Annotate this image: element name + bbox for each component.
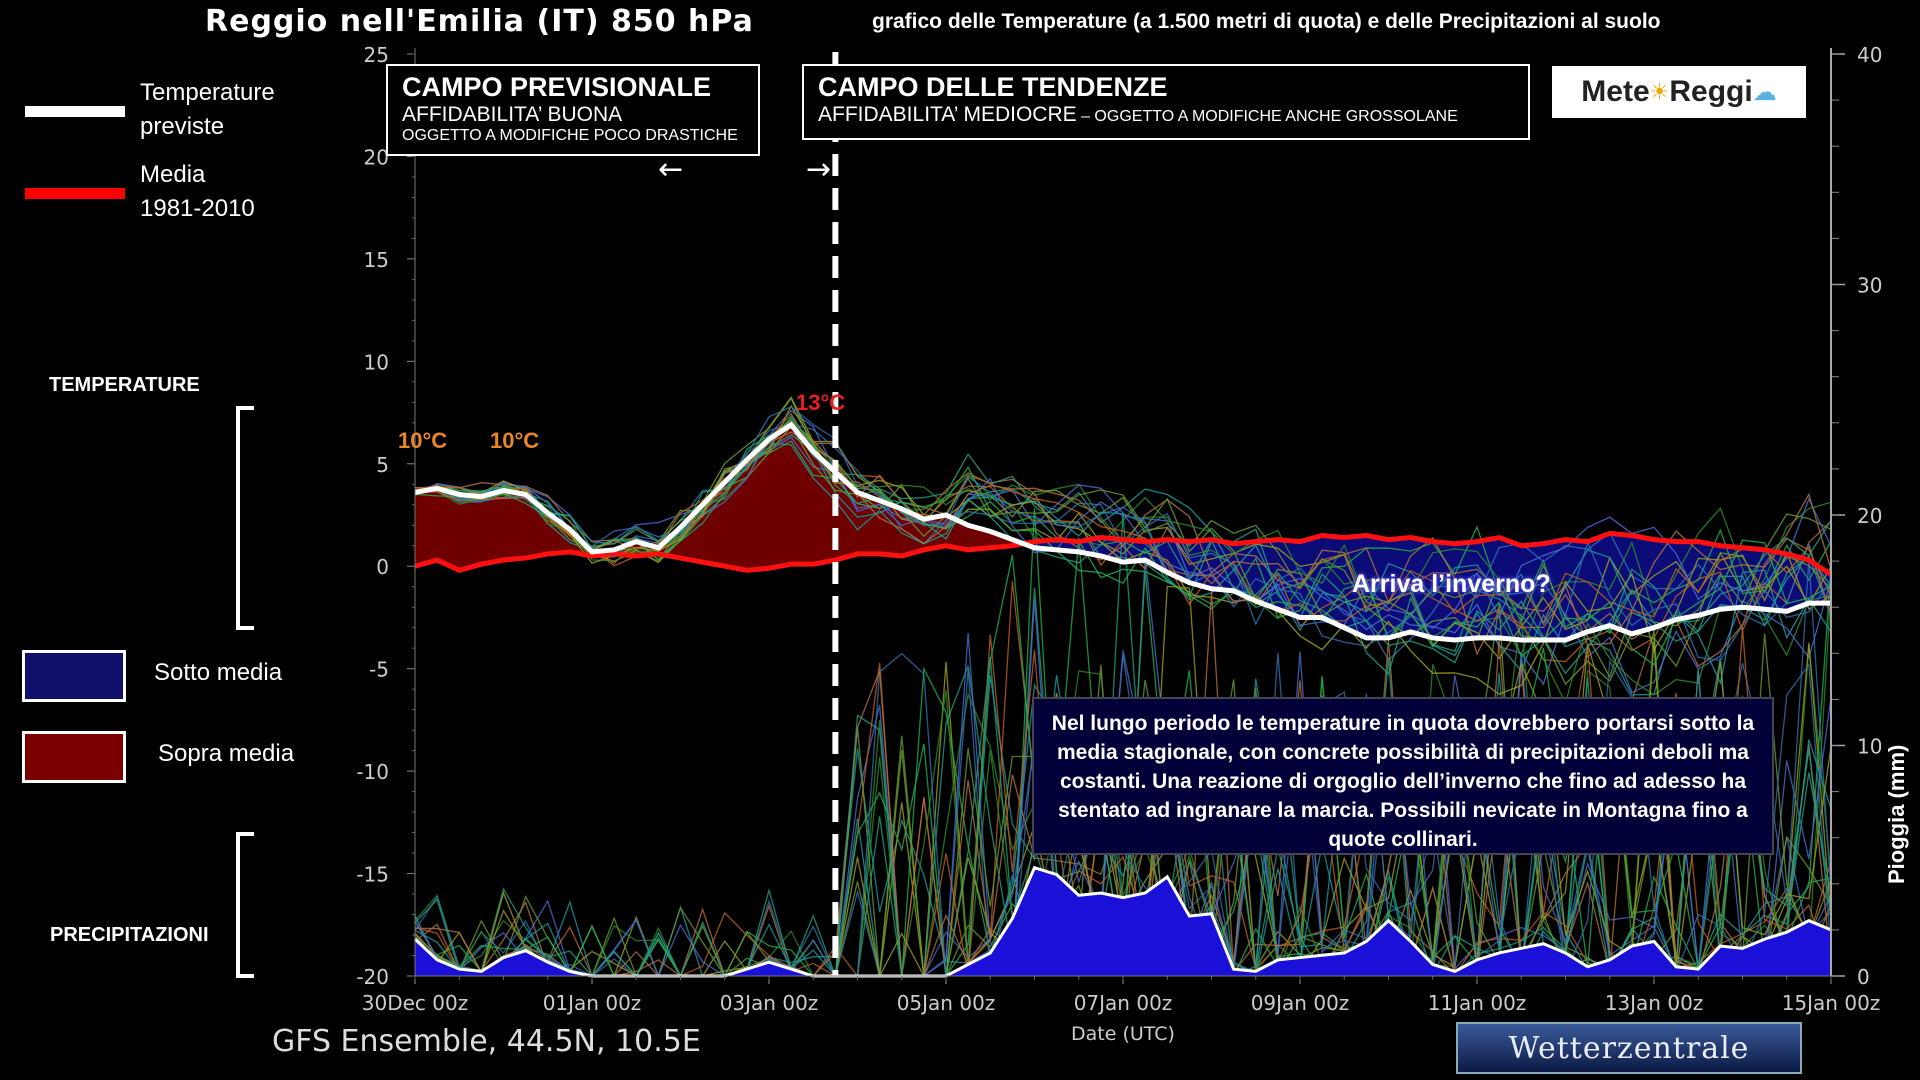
mean-1981-2010-line — [414, 530, 1833, 577]
x-tick-label: 05Jan 00z — [897, 991, 996, 1015]
precipitation-section-label: PRECIPITAZIONI — [50, 924, 209, 946]
ensemble-precipitation-line — [414, 613, 1832, 977]
forecast-temperature-line — [414, 421, 1831, 643]
anomaly-segment — [1653, 539, 1677, 629]
x-axis-label: Date (UTC) — [1071, 1023, 1175, 1045]
y-tick-label-left: 15 — [364, 248, 389, 272]
label-13c: 13°C — [796, 390, 846, 415]
precipitation-bracket — [236, 832, 254, 978]
forecast-field-note: OGGETTO A MODIFICHE POCO DRASTICHE — [402, 127, 738, 144]
y-tick-label-left: -5 — [369, 658, 389, 682]
y-tick-label-right: 10 — [1857, 735, 1882, 759]
right-axis-label: Pioggia (mm) — [1884, 744, 1909, 884]
y-tick-label-left: 25 — [364, 43, 389, 67]
forecast-commentary: Nel lungo periodo le temperature in quot… — [1032, 697, 1774, 855]
ensemble-temperature-line — [414, 412, 1832, 625]
legend-swatch-forecast — [25, 106, 125, 117]
y-tick-label-right: 30 — [1857, 274, 1882, 298]
y-tick-label-right: 20 — [1857, 504, 1882, 528]
legend-swatch-above — [22, 731, 126, 783]
ensemble-temperature-line — [414, 396, 1832, 660]
chart-subtitle: grafico delle Temperature (a 1.500 metri… — [872, 10, 1661, 33]
meteo-reggio-logo: Mete ☀ Reggi ☁ — [1552, 66, 1806, 118]
forecast-arrow-left: ← — [658, 152, 684, 187]
ensemble-temperature-line — [414, 406, 1832, 662]
x-tick-label: 07Jan 00z — [1074, 991, 1173, 1015]
ensemble-temperature-line — [414, 425, 1832, 679]
label-10c-second: 10°C — [490, 428, 540, 453]
x-tick-label: 09Jan 00z — [1251, 991, 1350, 1015]
wetterzentrale-logo: Wetterzentrale — [1456, 1022, 1802, 1074]
temperature-section-label: TEMPERATURE — [49, 374, 200, 396]
y-tick-label-left: -10 — [356, 760, 389, 784]
legend-label-above: Sopra media — [158, 740, 295, 767]
y-tick-label-left: 20 — [364, 145, 389, 169]
chart-title: Reggio nell'Emilia (IT) 850 hPa — [205, 4, 754, 39]
legend-label-below: Sotto media — [154, 659, 283, 686]
main-lines — [414, 52, 1833, 976]
x-tick-label: 15Jan 00z — [1782, 991, 1881, 1015]
trend-field-box: CAMPO DELLE TENDENZE AFFIDABILITA’ MEDIO… — [802, 64, 1530, 140]
legend-swatch-below — [22, 650, 126, 702]
anomaly-segment — [459, 494, 482, 571]
x-tick-label: 13Jan 00z — [1605, 991, 1704, 1015]
y-tick-label-left: 0 — [376, 555, 389, 579]
x-tick-label: 01Jan 00z — [543, 991, 642, 1015]
legend-label-mean: Media 1981-2010 — [140, 161, 255, 222]
sun-icon: ☀ — [1649, 79, 1670, 104]
legend-swatch-mean — [25, 188, 125, 199]
winter-question: Arriva l’inverno? — [1352, 570, 1551, 598]
forecast-field-title: CAMPO PREVISIONALE — [402, 72, 712, 102]
ensemble-lines — [414, 396, 1832, 978]
y-tick-label-left: -15 — [356, 863, 389, 887]
model-source-label: GFS Ensemble, 44.5N, 10.5E — [272, 1024, 701, 1059]
ensemble-temperature-line — [414, 418, 1832, 705]
x-tick-label: 11Jan 00z — [1428, 991, 1527, 1015]
y-tick-label-left: -20 — [356, 965, 389, 989]
temperature-bracket — [236, 406, 254, 630]
forecast-field-box: CAMPO PREVISIONALE AFFIDABILITA’ BUONA O… — [386, 64, 760, 156]
chart-axes: 25 20 15 10 5 0 -5 -10 -15 -20 40 30 20 10 0 30Dec 00z 0… — [356, 43, 1882, 1045]
y-tick-label-right: 0 — [1857, 965, 1870, 989]
precipitation-mean-area — [415, 867, 1831, 976]
label-10c-first: 10°C — [398, 428, 448, 453]
cloud-sun-icon: ☁ — [1752, 78, 1777, 106]
trend-field-title: CAMPO DELLE TENDENZE — [818, 72, 1168, 102]
x-tick-label: 03Jan 00z — [720, 991, 819, 1015]
ensemble-temperature-line — [414, 423, 1832, 662]
anomaly-segment — [503, 490, 526, 561]
y-tick-label-right: 40 — [1857, 43, 1882, 67]
y-tick-label-left: 5 — [376, 453, 389, 477]
x-tick-label: 30Dec 00z — [362, 991, 468, 1015]
forecast-field-reliability: AFFIDABILITA’ BUONA — [402, 103, 623, 126]
legend-label-forecast: Temperature previste — [140, 79, 275, 140]
trend-field-reliability: AFFIDABILITA’ MEDIOCRE – OGGETTO A MODIF… — [818, 103, 1458, 126]
y-tick-label-left: 10 — [364, 350, 389, 374]
trend-arrow-right: → — [806, 152, 832, 187]
ensemble-temperature-line — [414, 409, 1832, 629]
ensemble-temperature-line — [414, 442, 1832, 686]
anomaly-segment — [414, 488, 438, 567]
